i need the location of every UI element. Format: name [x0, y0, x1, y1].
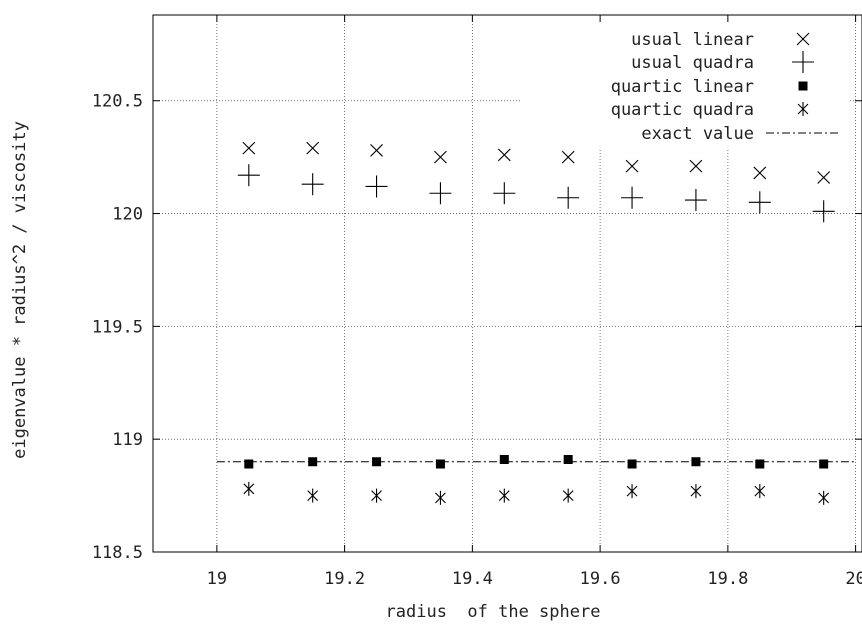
quartic-linear-point — [819, 459, 829, 469]
quartic-quadra-point — [690, 484, 702, 499]
quartic-quadra-point — [562, 488, 574, 503]
usual-quadra-point — [812, 200, 835, 223]
usual-linear-point — [242, 141, 256, 155]
usual-quadra-point — [621, 186, 644, 209]
quartic-linear-point — [244, 459, 254, 469]
x-tick-label: 19.6 — [580, 569, 621, 589]
data-markers — [237, 141, 835, 505]
usual-linear-point — [625, 159, 639, 173]
x-tick-label: 19.8 — [707, 569, 748, 589]
x-tick-label: 19 — [207, 569, 227, 589]
legend-marker-usual-quadra — [792, 51, 814, 73]
quartic-linear-point — [372, 457, 382, 467]
legend-label-exact-value: exact value — [641, 124, 754, 144]
quartic-quadra-point — [626, 484, 638, 499]
quartic-linear-point — [691, 457, 701, 467]
usual-linear-point — [497, 148, 511, 162]
usual-linear-point — [370, 143, 383, 157]
quartic-quadra-point — [243, 481, 255, 496]
legend-label-quartic-linear: quartic linear — [611, 77, 754, 97]
grid-lines — [153, 15, 862, 552]
quartic-quadra-point — [818, 490, 830, 505]
quartic-linear-point — [499, 454, 509, 464]
usual-linear-point — [689, 159, 703, 173]
legend-marker-quartic-quadra — [797, 102, 809, 116]
legend-label-usual-linear: usual linear — [631, 30, 754, 50]
legend-marker-quartic-linear — [798, 81, 808, 91]
quartic-quadra-point — [754, 484, 766, 499]
usual-quadra-point — [237, 164, 260, 187]
x-axis-label: radius of the sphere — [386, 602, 601, 622]
usual-quadra-point — [748, 191, 771, 214]
plot-frame — [152, 14, 862, 553]
usual-linear-point — [434, 150, 447, 164]
quartic-quadra-point — [371, 488, 382, 503]
quartic-linear-point — [755, 459, 765, 469]
ticks: 19 19.2 19.4 19.6 19.8 20 118.5 119 119.5 120 120.… — [92, 15, 862, 589]
usual-quadra-point — [365, 175, 388, 198]
y-tick-label: 120 — [112, 205, 143, 225]
quartic-linear-point — [627, 459, 637, 469]
y-tick-label: 119 — [112, 430, 143, 450]
quartic-linear-point — [308, 457, 318, 467]
quartic-quadra-point — [307, 488, 319, 503]
quartic-quadra-point — [498, 488, 510, 503]
quartic-linear-point — [435, 459, 445, 469]
legend-label-usual-quadra: usual quadra — [631, 53, 754, 73]
y-tick-label: 120.5 — [92, 92, 143, 112]
usual-linear-point — [561, 150, 575, 164]
usual-linear-point — [817, 171, 831, 184]
legend: usual linear usual quadra quartic linear qu… — [611, 30, 840, 144]
usual-quadra-point — [301, 173, 324, 196]
quartic-linear-point — [563, 454, 573, 464]
x-tick-label: 19.4 — [452, 569, 493, 589]
usual-quadra-point — [684, 189, 707, 212]
y-tick-label: 118.5 — [92, 543, 143, 563]
x-tick-label: 19.2 — [324, 569, 365, 589]
usual-quadra-point — [557, 186, 580, 209]
usual-quadra-point — [429, 182, 452, 205]
legend-marker-usual-linear — [796, 32, 810, 46]
x-tick-label: 20 — [845, 569, 862, 589]
usual-linear-point — [753, 166, 767, 180]
y-axis-label: eigenvalue * radius^2 / viscosity — [10, 121, 30, 459]
legend-label-quartic-quadra: quartic quadra — [611, 100, 754, 120]
y-tick-label: 119.5 — [92, 317, 143, 337]
quartic-quadra-point — [435, 490, 446, 505]
usual-quadra-point — [493, 182, 516, 205]
usual-linear-point — [306, 141, 320, 155]
